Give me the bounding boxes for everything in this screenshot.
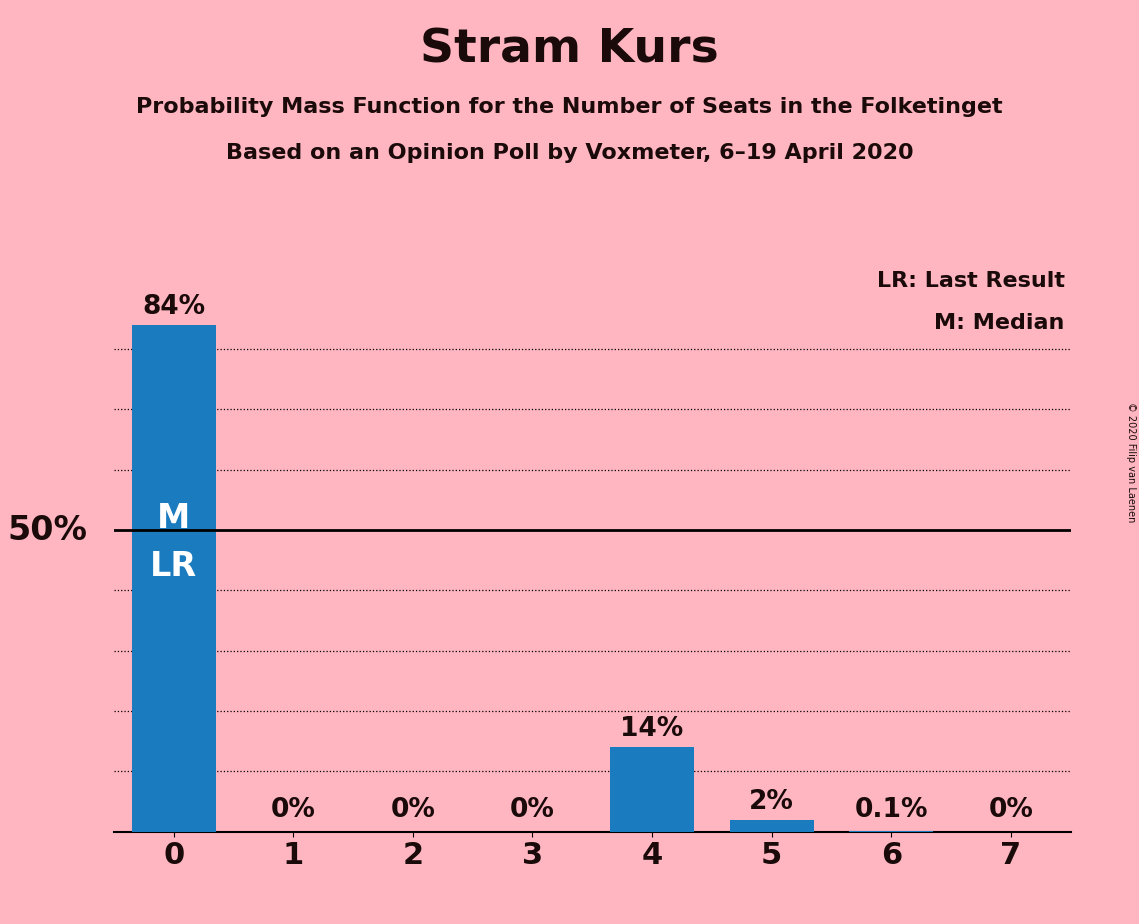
Text: LR: LR [150,550,197,583]
Text: 0%: 0% [510,796,555,822]
Bar [132,325,215,832]
Text: 0.1%: 0.1% [854,796,928,822]
Text: M: Median: M: Median [934,313,1065,333]
Text: 0%: 0% [391,796,435,822]
Text: Stram Kurs: Stram Kurs [420,28,719,73]
Bar [730,820,813,832]
Text: LR: Last Result: LR: Last Result [877,271,1065,291]
Text: M: M [157,502,190,534]
Text: 0%: 0% [989,796,1033,822]
Bar [611,748,694,832]
Text: 2%: 2% [749,789,794,815]
Text: 0%: 0% [271,796,316,822]
Text: © 2020 Filip van Laenen: © 2020 Filip van Laenen [1126,402,1136,522]
Text: Based on an Opinion Poll by Voxmeter, 6–19 April 2020: Based on an Opinion Poll by Voxmeter, 6–… [226,143,913,164]
Text: 14%: 14% [621,716,683,742]
Text: Probability Mass Function for the Number of Seats in the Folketinget: Probability Mass Function for the Number… [137,97,1002,117]
Text: 84%: 84% [142,294,205,321]
Text: 50%: 50% [8,514,88,547]
